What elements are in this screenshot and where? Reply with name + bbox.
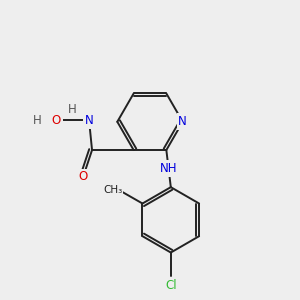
Text: O: O <box>79 170 88 183</box>
Text: Cl: Cl <box>165 279 177 292</box>
Text: N: N <box>178 115 187 128</box>
Text: H: H <box>33 114 41 127</box>
Text: CH₃: CH₃ <box>103 185 122 195</box>
Text: N: N <box>85 114 93 127</box>
Text: NH: NH <box>160 162 177 175</box>
Text: H: H <box>68 103 77 116</box>
Text: O: O <box>52 114 61 127</box>
